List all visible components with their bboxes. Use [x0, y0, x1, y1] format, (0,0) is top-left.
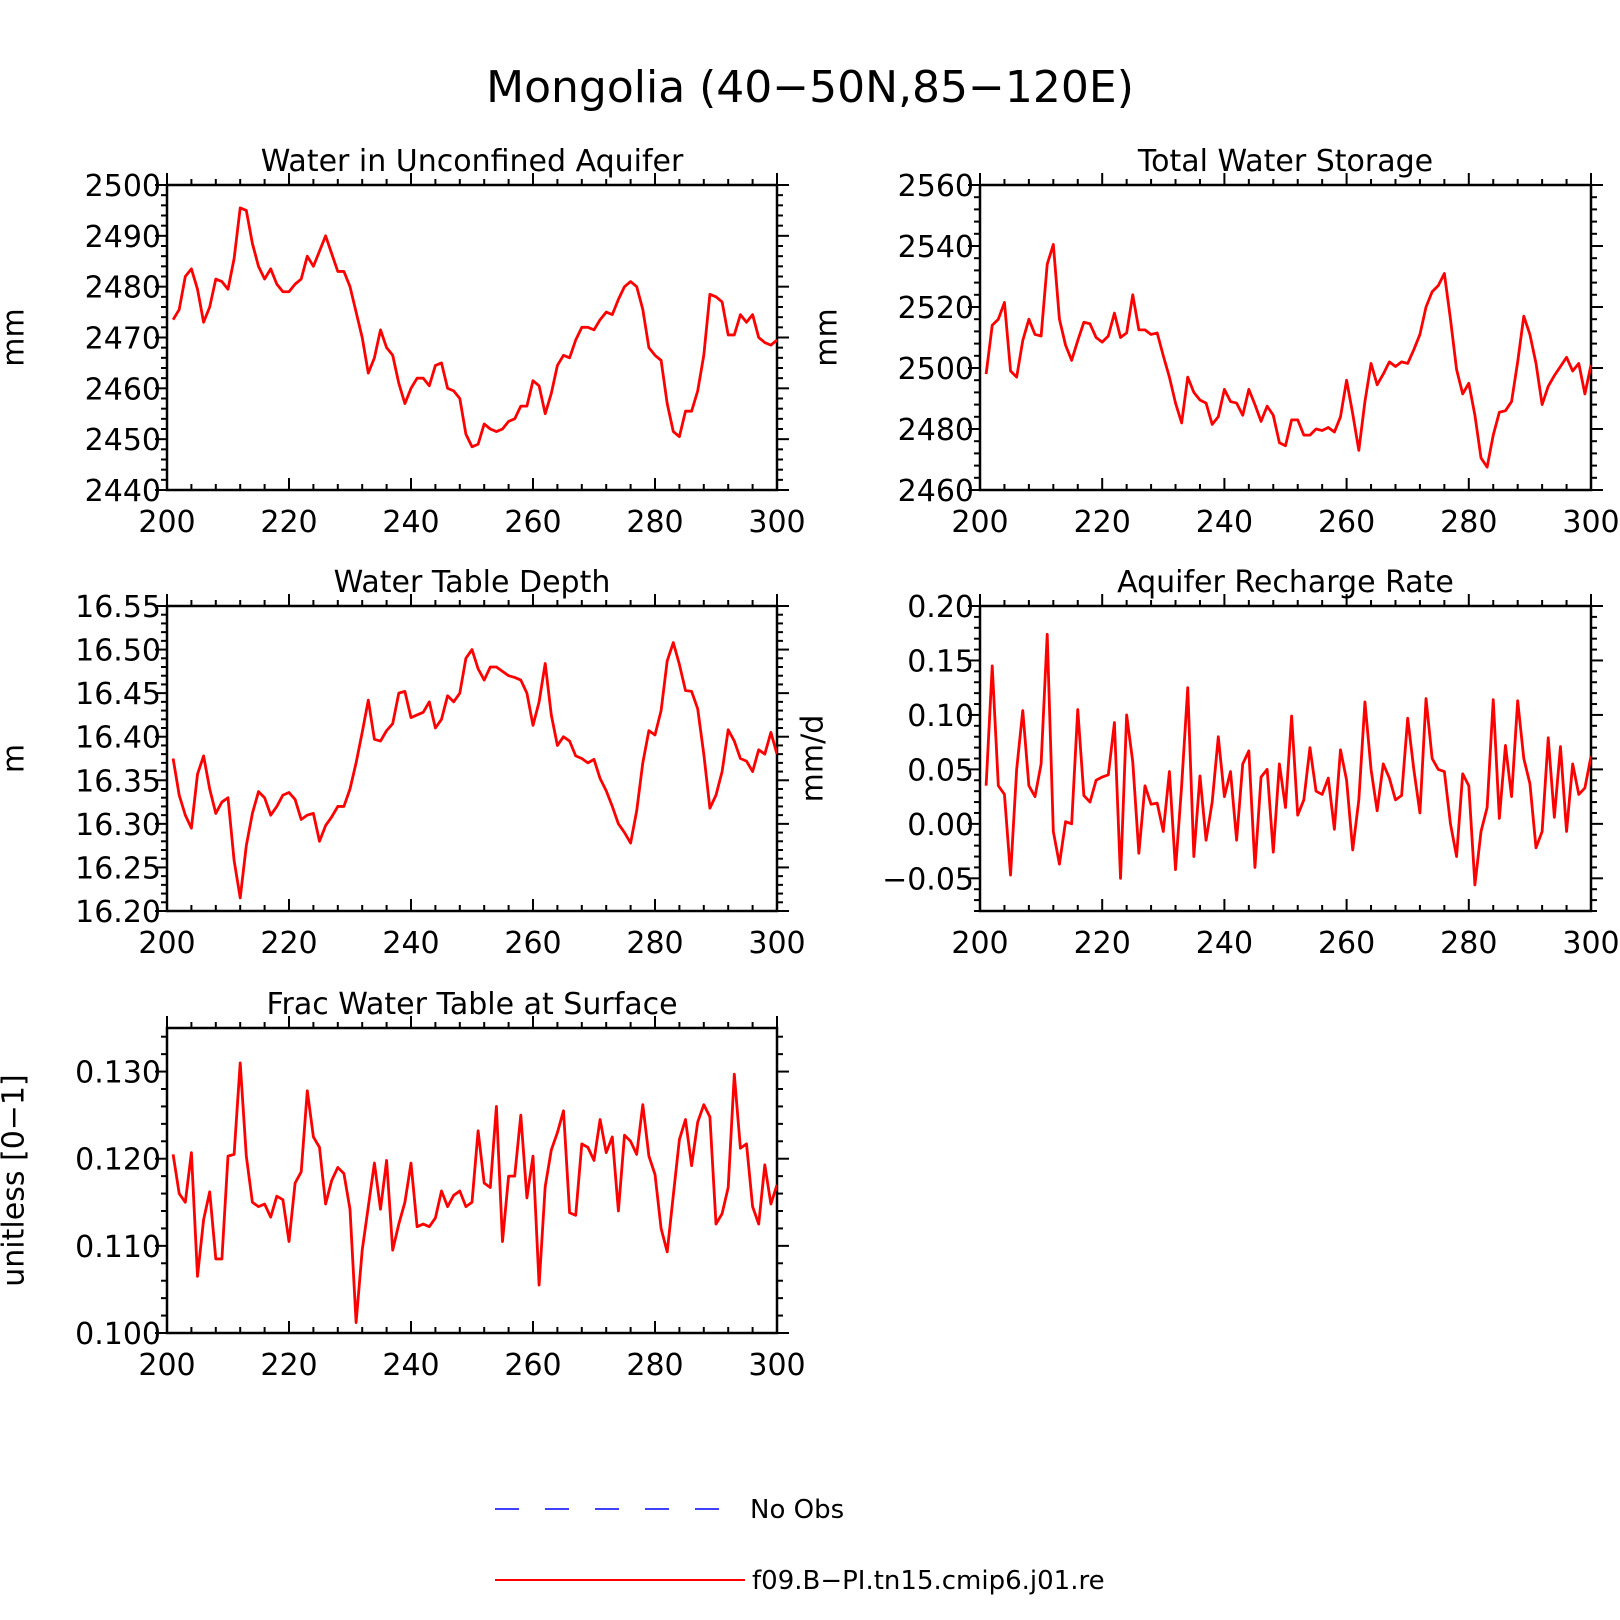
plot-frame [978, 183, 1593, 492]
y-tick-label: 2460 [898, 474, 974, 509]
x-tick-label: 280 [1440, 505, 1497, 540]
y-tick-label: 2470 [85, 322, 161, 357]
x-tick-label: 240 [382, 505, 439, 540]
y-tick-label: 16.45 [75, 677, 161, 712]
panel-5: Frac Water Table at Surface unitless [0−1… [0, 987, 806, 1383]
y-tick-label: 0.15 [907, 644, 974, 679]
y-tick-label: 16.50 [75, 634, 161, 669]
x-tick-label: 300 [1562, 505, 1619, 540]
panel-1: Water in Unconfined Aquifer mm 200 220 240 26… [0, 144, 806, 540]
x-tick-label: 220 [260, 1348, 317, 1383]
y-axis-label: mm [0, 308, 32, 366]
legend-label-no-obs: No Obs [750, 1495, 844, 1525]
x-tick-label: 260 [504, 505, 561, 540]
y-tick-label: 2500 [85, 169, 161, 204]
y-axis-label: m [0, 744, 32, 773]
y-tick-label: 0.110 [75, 1230, 161, 1265]
panel-title: Aquifer Recharge Rate [1117, 565, 1454, 600]
x-tick-label: 200 [138, 505, 195, 540]
panel-title: Frac Water Table at Surface [266, 987, 677, 1022]
x-tick-label: 280 [626, 1348, 683, 1383]
plot-frame [978, 604, 1593, 913]
legend-label-model: f09.B−PI.tn15.cmip6.j01.re [752, 1566, 1105, 1596]
y-tick-label: 0.05 [907, 753, 974, 788]
y-tick-label: 16.55 [75, 590, 161, 625]
panels: Water in Unconfined Aquifer mm 200 220 240 26… [0, 144, 1620, 1383]
x-tick-label: 240 [382, 926, 439, 961]
x-tick-label: 280 [1440, 926, 1497, 961]
plot-frame [165, 604, 779, 913]
x-tick-label: 260 [504, 926, 561, 961]
x-tick-label: 240 [1196, 926, 1253, 961]
panel-title: Total Water Storage [1137, 144, 1433, 179]
y-tick-label: 2520 [898, 291, 974, 326]
y-tick-label: 0.130 [75, 1056, 161, 1091]
panel-2: Total Water Storage mm 200 220 240 260 280 300 2… [810, 144, 1620, 540]
y-tick-label: 16.25 [75, 851, 161, 886]
panel-3: Water Table Depth m 200 220 240 260 280 300 16.2… [0, 565, 806, 961]
y-tick-label: 2480 [85, 271, 161, 306]
x-tick-label: 280 [626, 926, 683, 961]
y-tick-label: 0.20 [907, 590, 974, 625]
x-tick-label: 200 [138, 1348, 195, 1383]
series-line [171, 206, 777, 449]
y-tick-label: 2450 [85, 423, 161, 458]
x-tick-label: 300 [748, 1348, 805, 1383]
y-tick-label: 0.00 [907, 808, 974, 843]
figure-title: Mongolia (40−50N,85−120E) [486, 62, 1134, 113]
x-tick-label: 200 [138, 926, 195, 961]
series-line [171, 1061, 777, 1324]
y-tick-label: 2480 [898, 413, 974, 448]
legend: No Obs f09.B−PI.tn15.cmip6.j01.re [495, 1495, 1105, 1596]
y-tick-label: 2560 [898, 169, 974, 204]
x-tick-label: 300 [748, 505, 805, 540]
y-tick-label: 16.40 [75, 721, 161, 756]
x-tick-label: 240 [1196, 505, 1253, 540]
y-tick-label: 2460 [85, 372, 161, 407]
x-tick-label: 240 [382, 1348, 439, 1383]
y-tick-label: 16.20 [75, 895, 161, 930]
y-tick-label: 16.30 [75, 808, 161, 843]
series-line [171, 641, 777, 900]
y-axis-label: mm/d [796, 715, 831, 803]
x-tick-label: 300 [748, 926, 805, 961]
x-tick-label: 200 [951, 926, 1008, 961]
y-axis-label: unitless [0−1] [0, 1074, 32, 1286]
panel-4: Aquifer Recharge Rate mm/d 200 220 240 260 280… [796, 565, 1620, 961]
x-tick-label: 260 [504, 1348, 561, 1383]
y-tick-label: 0.120 [75, 1143, 161, 1178]
y-tick-label: −0.05 [882, 862, 974, 897]
y-tick-label: 2440 [85, 474, 161, 509]
series-line [984, 243, 1591, 469]
x-tick-label: 260 [1318, 505, 1375, 540]
y-axis-label: mm [810, 308, 845, 366]
x-tick-label: 220 [1074, 505, 1131, 540]
x-tick-label: 200 [951, 505, 1008, 540]
y-tick-label: 2500 [898, 352, 974, 387]
y-tick-label: 16.35 [75, 764, 161, 799]
panel-title: Water in Unconfined Aquifer [261, 144, 684, 179]
y-tick-label: 2490 [85, 220, 161, 255]
y-tick-label: 0.10 [907, 699, 974, 734]
x-tick-label: 220 [260, 926, 317, 961]
panel-title: Water Table Depth [334, 565, 611, 600]
y-tick-label: 2540 [898, 230, 974, 265]
x-tick-label: 300 [1562, 926, 1619, 961]
plot-frame [165, 1026, 779, 1335]
x-tick-label: 280 [626, 505, 683, 540]
series-line [984, 632, 1591, 887]
x-tick-label: 220 [260, 505, 317, 540]
x-tick-label: 260 [1318, 926, 1375, 961]
x-tick-label: 220 [1074, 926, 1131, 961]
y-tick-label: 0.100 [75, 1317, 161, 1352]
